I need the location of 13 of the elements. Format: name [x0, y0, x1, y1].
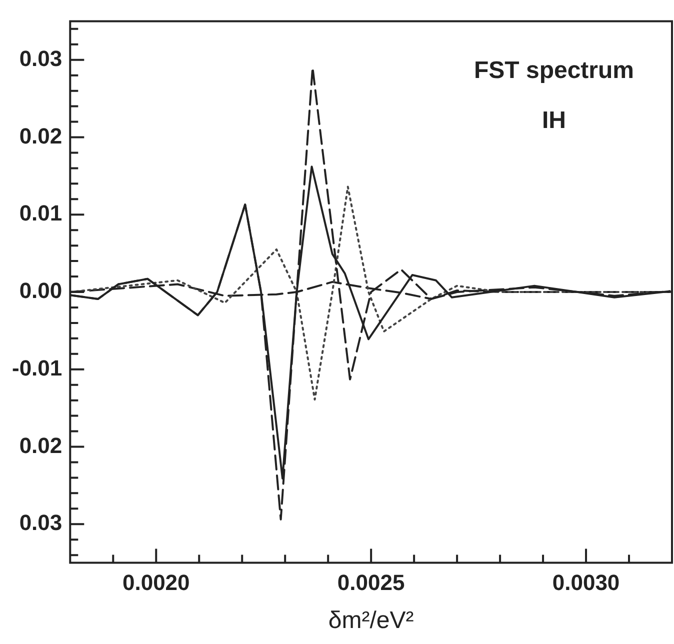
x-axis-title: δm²/eV² — [328, 607, 414, 634]
y-tick-label: -0.01 — [12, 355, 62, 380]
y-tick-label: 0.03 — [19, 510, 62, 536]
y-tick-label: 0.02 — [19, 123, 62, 148]
annotation: FST spectrum — [474, 56, 634, 84]
y-tick-label: 0.01 — [19, 200, 62, 226]
annotation: IH — [542, 106, 566, 134]
y-tick-label: 0.03 — [19, 46, 62, 71]
x-tick-label: 0.0020 — [122, 570, 190, 596]
x-tick-label: 0.0025 — [337, 570, 405, 596]
y-tick-label: 0.00 — [19, 278, 62, 304]
x-tick-label: 0.0030 — [552, 570, 620, 596]
y-tick-label: 0.02 — [19, 432, 62, 458]
